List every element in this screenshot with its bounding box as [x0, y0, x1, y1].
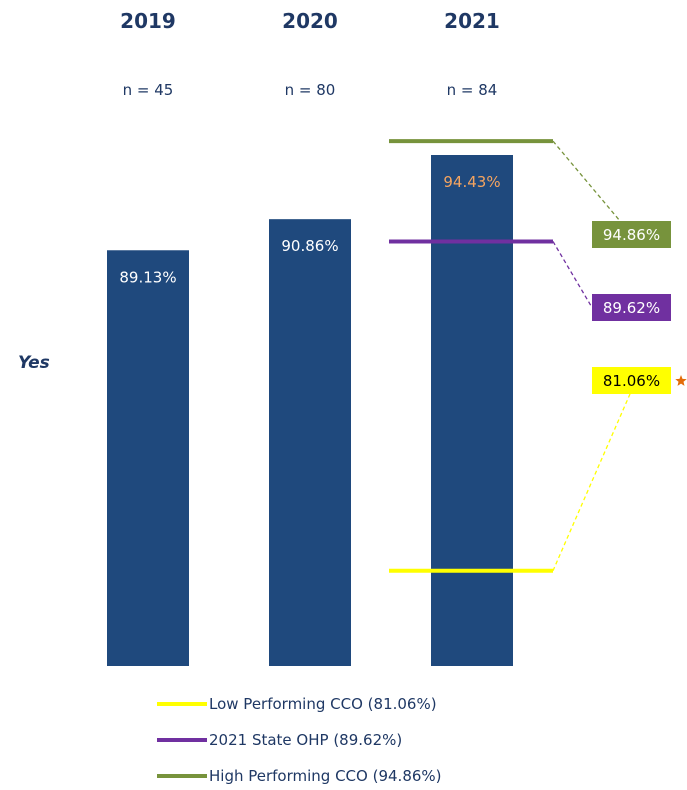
- year-header-2019: 2019: [120, 9, 176, 33]
- reference-lines: 94.86% 89.62% 81.06%: [389, 139, 687, 573]
- ref-callout-state: [592, 294, 671, 321]
- bar-label-2021: 94.43%: [443, 173, 500, 191]
- ref-callout-low: [592, 367, 671, 394]
- year-header-2020: 2020: [282, 9, 338, 33]
- year-header-2021: 2021: [444, 9, 500, 33]
- legend-label-low: Low Performing CCO (81.06%): [209, 695, 437, 713]
- bar-2019: [107, 250, 189, 666]
- ref-connector-state: [552, 241, 593, 308]
- bars: 89.13% 90.86% 94.43%: [107, 155, 513, 666]
- sample-size-2020: n = 80: [285, 81, 336, 99]
- ref-connector-low: [552, 393, 631, 571]
- bar-label-2020: 90.86%: [281, 237, 338, 255]
- ref-callout-high: [592, 221, 671, 248]
- legend: Low Performing CCO (81.06%) 2021 State OH…: [157, 695, 442, 785]
- sample-size-2019: n = 45: [123, 81, 174, 99]
- legend-label-high: High Performing CCO (94.86%): [209, 767, 442, 785]
- bar-label-2019: 89.13%: [119, 268, 176, 286]
- ref-callout-label-high: 94.86%: [603, 226, 660, 244]
- ref-connector-high: [552, 140, 621, 222]
- ref-callout-label-state: 89.62%: [603, 299, 660, 317]
- ref-callout-label-low: 81.06%: [603, 372, 660, 390]
- legend-label-state: 2021 State OHP (89.62%): [209, 731, 402, 749]
- sample-size-2021: n = 84: [447, 81, 498, 99]
- row-label: Yes: [18, 353, 50, 373]
- bar-2021: [431, 155, 513, 666]
- star-icon: [675, 375, 687, 386]
- column-headers: 2019 2020 2021: [120, 9, 500, 33]
- bar-2020: [269, 219, 351, 666]
- sample-sizes: n = 45 n = 80 n = 84: [123, 81, 498, 99]
